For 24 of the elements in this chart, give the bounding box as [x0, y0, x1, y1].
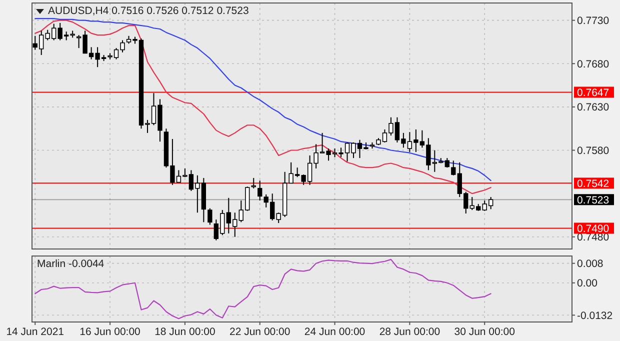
x-tick-label: 28 Jun 00:00 [379, 326, 440, 338]
candlestick [444, 158, 450, 168]
y-tick-label: 0.7630 [577, 102, 610, 114]
x-tick-label: 24 Jun 00:00 [304, 326, 366, 338]
x-tick-label: 30 Jun 00:00 [454, 326, 516, 338]
ref-line-label: 0.7647 [577, 86, 610, 99]
candlestick [451, 160, 456, 176]
ref-line-label: 0.7542 [577, 178, 610, 190]
candlestick [258, 180, 262, 201]
x-tick-label: 14 Jun 2021 [6, 326, 64, 338]
chart-title: Marlin -0.0044 [37, 258, 104, 270]
ref-line-label: 0.7523 [577, 194, 610, 206]
x-tick-label: 22 Jun 00:00 [230, 326, 290, 338]
x-tick-label: 16 Jun 00:00 [80, 326, 141, 338]
y-tick-label: -0.0132 [577, 310, 613, 322]
candlestick [208, 208, 212, 226]
x-tick-label: 18 Jun 00:00 [154, 326, 216, 338]
chart-title: AUDUSD,H4 0.7516 0.7526 0.7512 0.7523 [48, 5, 249, 17]
y-tick-label: 0.008 [577, 258, 604, 270]
y-tick-label: 0.00 [577, 278, 598, 290]
y-tick-label: 0.7730 [577, 15, 610, 27]
y-tick-label: 0.7680 [577, 58, 610, 70]
y-tick-label: 0.7580 [577, 144, 610, 157]
line-series [34, 258, 492, 320]
